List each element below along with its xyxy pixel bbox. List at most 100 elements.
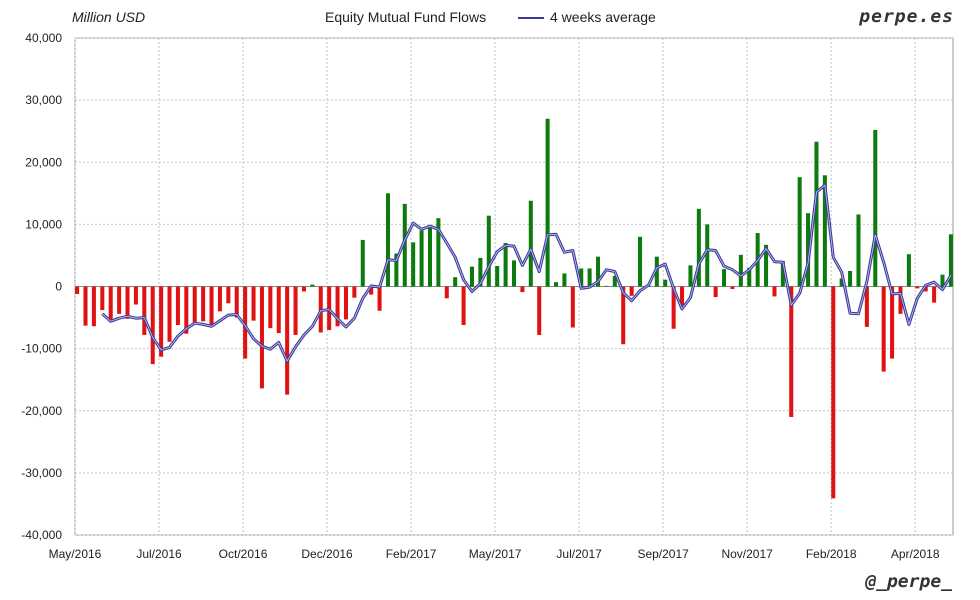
outflow-bar — [671, 286, 676, 329]
outflow-bar — [520, 286, 525, 293]
y-tick-label: 0 — [55, 280, 62, 294]
inflow-bar — [612, 275, 617, 287]
outflow-bar — [629, 286, 634, 296]
outflow-bar — [377, 286, 382, 311]
inflow-bar — [511, 260, 517, 287]
inflow-bar — [738, 254, 743, 287]
inflow-bar — [604, 285, 609, 287]
outflow-bar — [352, 286, 357, 298]
inflow-bar — [839, 278, 844, 287]
y-tick-label: -30,000 — [21, 466, 62, 480]
inflow-bar — [814, 141, 819, 287]
outflow-bar — [864, 286, 869, 327]
outflow-bar — [537, 286, 542, 335]
x-tick-label: Jul/2016 — [136, 547, 182, 561]
inflow-bar — [873, 129, 878, 287]
inflow-bar — [856, 214, 861, 287]
inflow-bar — [663, 279, 668, 287]
outflow-bar — [772, 286, 777, 297]
outflow-bar — [159, 286, 164, 357]
inflow-bar — [579, 268, 584, 287]
outflow-bar — [789, 286, 794, 417]
average-line-layer — [101, 183, 953, 363]
inflow-bar — [696, 208, 701, 287]
y-tick-label: 20,000 — [25, 155, 62, 169]
x-tick-label: Oct/2016 — [219, 547, 268, 561]
inflow-bar — [402, 203, 407, 287]
y-tick-label: 10,000 — [25, 217, 62, 231]
inflow-bar — [848, 270, 853, 287]
inflow-bar — [503, 243, 508, 287]
outflow-bar — [369, 286, 374, 295]
outflow-bar — [570, 286, 575, 328]
x-tick-label: Jul/2017 — [556, 547, 602, 561]
outflow-bar — [91, 286, 96, 327]
legend-line-swatch — [518, 16, 544, 19]
legend: 4 weeks average — [518, 9, 656, 25]
inflow-bar — [780, 261, 785, 287]
inflow-bar — [764, 244, 769, 287]
inflow-bar — [705, 224, 710, 287]
inflow-bar — [940, 274, 945, 287]
inflow-bar — [545, 118, 550, 287]
inflow-bar — [587, 268, 592, 287]
outflow-bar — [117, 286, 122, 314]
outflow-bar — [680, 286, 685, 309]
outflow-bar — [276, 286, 281, 334]
axis-layer: -40,000 -30,000 -20,000 -10,000 0 10,000 20,00… — [21, 31, 940, 561]
outflow-bar — [881, 286, 886, 372]
outflow-bar — [461, 286, 466, 326]
outflow-bar — [293, 286, 298, 335]
outflow-bar — [621, 286, 626, 345]
inflow-bar — [562, 273, 567, 287]
inflow-bar — [553, 282, 559, 287]
average-line-highlight — [102, 184, 952, 362]
y-tick-label: -10,000 — [21, 342, 62, 356]
outflow-bar — [301, 286, 306, 292]
outflow-bar — [184, 286, 189, 334]
outflow-bar — [100, 286, 105, 311]
y-unit-label: Million USD — [72, 9, 146, 25]
inflow-bar — [360, 239, 365, 287]
inflow-bar — [654, 256, 659, 287]
y-tick-label: 30,000 — [25, 93, 62, 107]
outflow-bar — [915, 286, 920, 289]
inflow-bar — [797, 177, 802, 287]
x-tick-label: Apr/2018 — [891, 547, 940, 561]
inflow-bar — [385, 193, 390, 287]
x-tick-label: Dec/2016 — [301, 547, 353, 561]
outflow-bar — [234, 286, 239, 318]
outflow-bar — [217, 286, 222, 312]
outflow-bar — [175, 286, 180, 326]
inflow-bar — [688, 265, 693, 287]
outflow-bar — [343, 286, 348, 320]
outflow-bar — [201, 286, 206, 322]
x-tick-label: May/2016 — [49, 547, 102, 561]
outflow-bar — [268, 286, 273, 329]
inflow-bar — [722, 269, 727, 287]
chart-title: Equity Mutual Fund Flows — [325, 9, 487, 25]
outflow-bar — [831, 286, 836, 499]
author-handle: @_perpe_ — [865, 571, 952, 592]
outflow-bar — [923, 286, 928, 292]
outflow-bar — [259, 286, 264, 389]
inflow-bar — [948, 234, 953, 287]
x-tick-label: Nov/2017 — [721, 547, 773, 561]
outflow-bar — [150, 286, 155, 365]
inflow-bar — [495, 265, 500, 287]
x-tick-label: Feb/2017 — [386, 547, 437, 561]
outflow-bar — [890, 286, 895, 359]
outflow-bar — [75, 286, 80, 294]
outflow-bar — [713, 286, 718, 298]
inflow-bar — [906, 254, 911, 287]
outflow-bar — [335, 286, 340, 327]
legend-label: 4 weeks average — [550, 9, 656, 25]
inflow-bar — [427, 227, 432, 287]
x-tick-label: Feb/2018 — [806, 547, 857, 561]
inflow-bar — [486, 215, 491, 287]
inflow-bar — [469, 266, 475, 287]
outflow-bar — [730, 286, 735, 289]
inflow-bar — [310, 284, 315, 287]
inflow-bar — [478, 257, 483, 287]
